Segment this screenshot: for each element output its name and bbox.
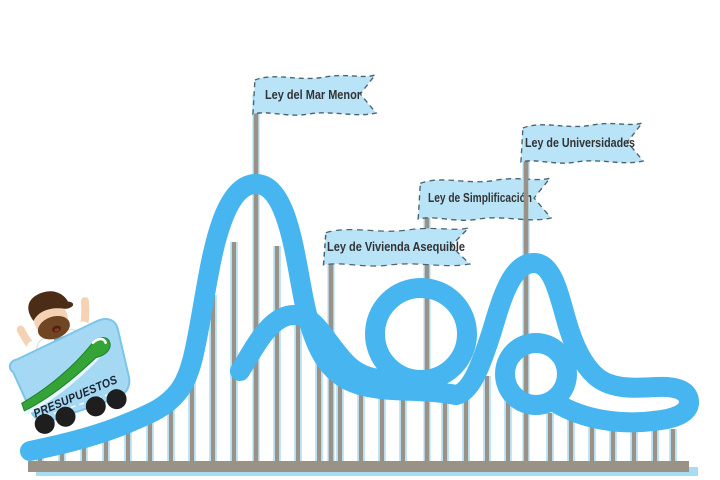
flag-ley-de-simplificacion: Ley de Simplificación <box>417 176 553 221</box>
cart-wheel <box>85 396 106 417</box>
flag-banner <box>252 73 378 116</box>
flag-ley-del-mar-menor: Ley del Mar Menor <box>252 73 378 116</box>
track-main <box>20 174 699 461</box>
track-loop-small <box>495 333 577 415</box>
flag-label: Ley del Mar Menor <box>265 88 361 102</box>
cart-wheels <box>34 389 127 434</box>
flag-label: Ley de Simplificación <box>428 191 532 205</box>
budget-cart: PRESUPUESTOS <box>8 291 131 434</box>
ground-beam-bar <box>28 461 689 472</box>
rider-hair <box>28 291 74 321</box>
rider-mouth-inner <box>54 328 60 332</box>
cart-dashed-trim <box>36 389 121 420</box>
cart-wheel <box>55 406 76 427</box>
flag-ley-de-universidades: Ley de Universidades <box>520 121 645 164</box>
track-loop-large <box>365 278 477 390</box>
cart-wheel <box>106 389 127 410</box>
cart-stripe-highlight <box>91 337 107 345</box>
flag-label: Ley de Universidades <box>525 136 635 150</box>
ground-beam <box>28 461 698 476</box>
cart-stripe <box>21 337 111 412</box>
roller-coaster-track <box>20 174 699 461</box>
flag-banner <box>520 121 645 164</box>
flag-banner <box>417 176 553 221</box>
cart-wheel <box>34 413 55 434</box>
flag-banner <box>322 226 472 267</box>
cart-stripe-gap <box>25 354 101 416</box>
flag-label: Ley de Vivienda Asequible <box>327 240 465 254</box>
flag-ley-de-vivienda-asequible: Ley de Vivienda Asequible <box>322 226 472 267</box>
